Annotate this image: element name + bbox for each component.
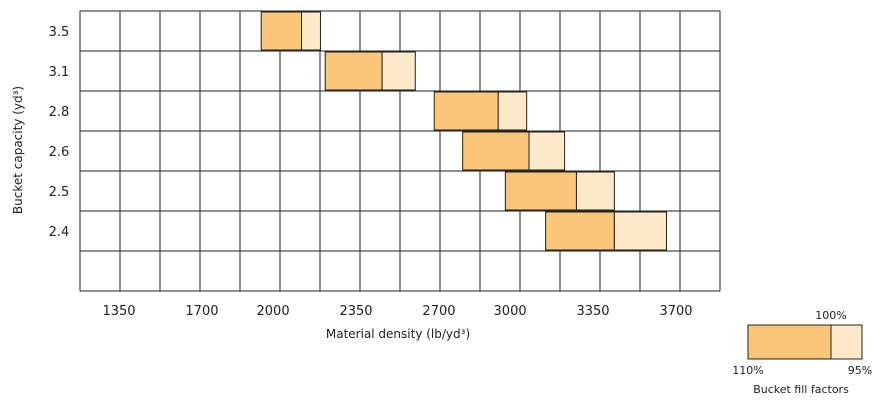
y-tick-label: 2.5 (49, 185, 70, 200)
bar-segment-100-95 (381, 51, 416, 91)
y-tick-label: 2.6 (49, 145, 70, 160)
bar-segment-100-95 (301, 11, 321, 51)
x-tick-label: 2700 (422, 304, 455, 319)
bar-segment-100-95 (613, 211, 668, 251)
bar-segment-110-100 (324, 51, 383, 91)
legend-swatch-110-100 (747, 324, 832, 360)
y-tick-label: 3.1 (49, 65, 70, 80)
y-tick-label: 3.5 (49, 25, 70, 40)
y-tick-label: 2.8 (49, 105, 70, 120)
bar-segment-110-100 (433, 91, 499, 131)
bar-segment-110-100 (260, 11, 303, 51)
x-axis-title: Material density (lb/yd³) (326, 327, 470, 341)
y-tick-label: 2.4 (49, 225, 70, 240)
x-tick-labels: 1350 1700 2000 2350 2700 3000 3350 3700 (102, 304, 692, 319)
bar-segment-110-100 (504, 171, 577, 211)
legend-label-100: 100% (815, 309, 846, 322)
x-tick-label: 1700 (185, 304, 218, 319)
chart-bars (260, 11, 668, 251)
x-tick-label: 1350 (102, 304, 135, 319)
bar-segment-100-95 (528, 131, 566, 171)
x-tick-label: 2350 (339, 304, 372, 319)
x-tick-label: 3000 (494, 304, 527, 319)
bar-segment-110-100 (462, 131, 530, 171)
x-tick-label: 2000 (257, 304, 290, 319)
x-tick-label: 3350 (576, 304, 609, 319)
legend-label-110: 110% (732, 364, 763, 377)
x-tick-label: 3700 (659, 304, 692, 319)
bar-segment-100-95 (575, 171, 615, 211)
y-tick-labels: 3.5 3.1 2.8 2.6 2.5 2.4 (49, 25, 70, 240)
bar-segment-110-100 (545, 211, 615, 251)
bar-segment-100-95 (497, 91, 528, 131)
legend-title: Bucket fill factors (753, 383, 849, 396)
legend-swatch-100-95 (830, 324, 863, 360)
y-axis-title: Bucket capacity (yd³) (11, 86, 25, 214)
legend-label-95: 95% (848, 364, 872, 377)
legend: 100% 110% 95% Bucket fill factors (732, 309, 872, 396)
